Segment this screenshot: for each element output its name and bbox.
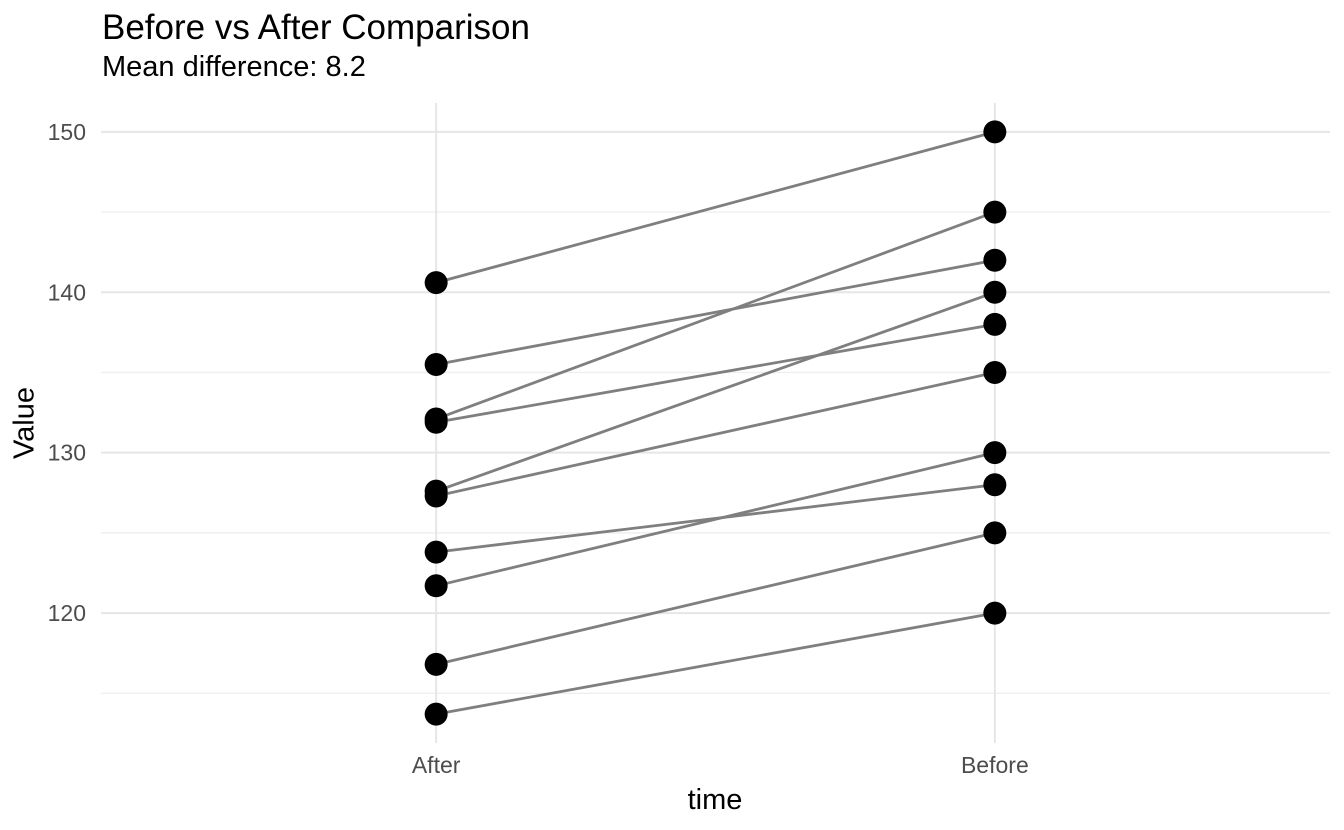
pair-line: [435, 531, 996, 666]
before-point: [983, 200, 1007, 224]
before-point: [983, 473, 1007, 497]
pair-line: [435, 611, 996, 716]
before-point: [983, 441, 1007, 465]
after-point: [424, 702, 448, 726]
chart-subtitle: Mean difference: 8.2: [102, 51, 366, 83]
before-point: [983, 521, 1007, 545]
after-point: [424, 484, 448, 508]
after-point: [424, 574, 448, 598]
before-point: [983, 120, 1007, 144]
pair-line: [435, 258, 996, 366]
pair-line: [435, 130, 996, 285]
pair-line: [435, 290, 996, 493]
pair-line: [435, 322, 996, 424]
before-point: [983, 312, 1007, 336]
y-tick-label: 120: [48, 600, 86, 626]
y-tick-label: 140: [48, 279, 86, 305]
x-tick-label: Before: [961, 752, 1029, 778]
pair-line: [435, 483, 996, 554]
before-point: [983, 280, 1007, 304]
chart-title: Before vs After Comparison: [102, 8, 530, 47]
before-point: [983, 248, 1007, 272]
after-point: [424, 540, 448, 564]
x-tick-label: After: [412, 752, 461, 778]
y-tick-label: 150: [48, 119, 86, 145]
before-point: [983, 360, 1007, 384]
y-axis-title: Value: [8, 386, 41, 460]
pair-line: [435, 371, 996, 498]
after-point: [424, 271, 448, 295]
before-point: [983, 601, 1007, 625]
x-axis-title: time: [687, 784, 743, 816]
after-point: [424, 652, 448, 676]
y-tick-label: 130: [48, 440, 86, 466]
pair-line: [435, 210, 996, 421]
after-point: [424, 410, 448, 434]
after-point: [424, 352, 448, 376]
